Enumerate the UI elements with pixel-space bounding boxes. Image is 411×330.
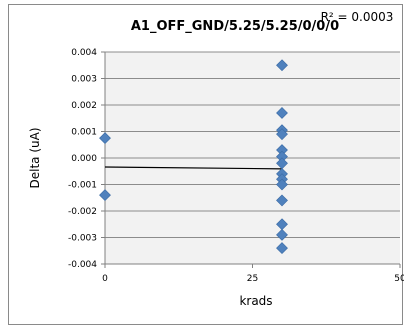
data-point bbox=[276, 194, 288, 207]
scatter-chart: A1_OFF_GND/5.25/5.25/0/0/0 R² = 0.0003 0… bbox=[28, 10, 404, 308]
y-tick-label: -0.001 bbox=[68, 181, 97, 191]
data-point bbox=[276, 228, 288, 241]
data-point bbox=[276, 128, 288, 141]
data-point bbox=[276, 59, 288, 72]
y-tick-label: 0.004 bbox=[71, 48, 97, 58]
y-axis-label: Delta (uA) bbox=[28, 127, 42, 188]
y-tick-label: 0.001 bbox=[71, 128, 97, 138]
axes bbox=[101, 51, 401, 268]
data-point bbox=[99, 189, 111, 202]
r-squared-annotation: R² = 0.0003 bbox=[321, 10, 394, 24]
y-tick-label: 0.002 bbox=[71, 101, 97, 111]
data-point bbox=[276, 242, 288, 255]
data-point bbox=[99, 132, 111, 145]
trendline bbox=[104, 166, 283, 170]
y-tick-label: 0.003 bbox=[71, 75, 97, 85]
data-point bbox=[276, 178, 288, 191]
chart-title: A1_OFF_GND/5.25/5.25/0/0/0 bbox=[131, 19, 339, 34]
x-tick-labels: 0 25 50 bbox=[102, 274, 404, 284]
data-points bbox=[99, 59, 288, 255]
x-tick-label: 0 bbox=[102, 274, 108, 284]
y-tick-label: -0.002 bbox=[68, 207, 97, 217]
data-point bbox=[276, 107, 288, 119]
y-tick-label: -0.003 bbox=[68, 234, 97, 244]
x-axis-label: krads bbox=[239, 294, 272, 308]
trendline-segment bbox=[104, 166, 283, 170]
y-tick-label: -0.004 bbox=[68, 260, 97, 270]
y-tick-labels: 0.004 0.003 0.002 0.001 0.000 -0.001 -0.002 -0.… bbox=[68, 48, 97, 270]
x-tick-label: 50 bbox=[394, 274, 404, 284]
chart-frame: A1_OFF_GND/5.25/5.25/0/0/0 R² = 0.0003 0… bbox=[8, 4, 404, 325]
x-tick-label: 25 bbox=[247, 274, 258, 284]
y-tick-label: 0.000 bbox=[71, 154, 97, 164]
